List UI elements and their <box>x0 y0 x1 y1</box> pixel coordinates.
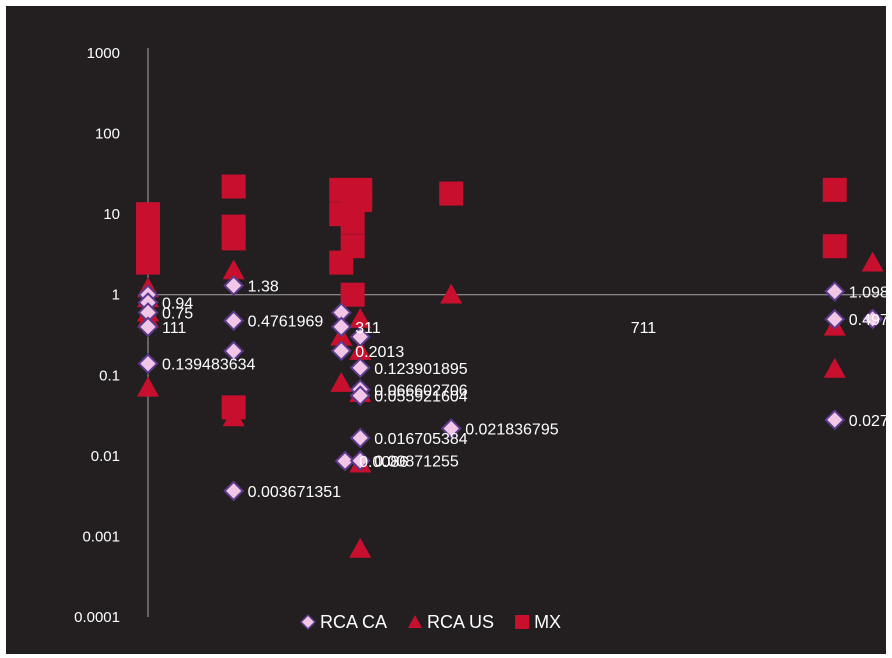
rca-us-point <box>349 537 372 558</box>
data-label: 0.066602706 <box>374 382 468 399</box>
rca-ca-point <box>137 316 159 338</box>
rca-us-point <box>349 307 372 328</box>
rca-ca-point <box>223 275 245 296</box>
mx-point <box>340 234 365 259</box>
data-label: 0.4761969 <box>248 314 324 331</box>
rca-ca-point <box>137 353 159 375</box>
data-label: 1.098405015 <box>849 284 886 301</box>
data-label: 0.0086 <box>359 454 408 471</box>
mx-point <box>822 177 847 202</box>
rca-us-point <box>137 376 159 397</box>
rca-ca-point <box>349 357 371 379</box>
rca-ca-point <box>862 308 884 330</box>
mx-point <box>136 250 160 275</box>
y-tick-label: 0.01 <box>91 448 120 465</box>
y-tick-label: 1000 <box>87 45 120 62</box>
y-tick-labels: 0.0001 0.001 0.01 0.1 1 10 100 1000 <box>74 45 120 626</box>
rca-ca-point <box>330 316 352 338</box>
data-label: 311 <box>355 320 381 337</box>
mx-series <box>136 174 847 420</box>
data-label: 0.021836795 <box>465 422 559 439</box>
y-tick-label: 1 <box>112 287 120 304</box>
data-label: 111 <box>162 320 186 337</box>
rca-us-point <box>349 340 372 360</box>
rca-us-point <box>222 396 245 417</box>
data-label: 0.003671351 <box>248 484 342 501</box>
data-label: 0.055921604 <box>374 389 468 406</box>
y-tick-label: 0.1 <box>99 367 120 384</box>
data-labels: 0.940.75 0.139483634 111 1.38 0.4761969 0.003… <box>162 279 886 501</box>
legend-label-rca-us: RCA US <box>427 612 494 632</box>
data-label: 0.75 <box>162 306 193 323</box>
rca-ca-point <box>223 480 245 502</box>
y-tick-label: 0.0001 <box>74 609 120 626</box>
data-label: 0.139483634 <box>162 357 256 374</box>
rca-ca-point <box>349 326 371 348</box>
mx-point <box>340 282 365 307</box>
rca-ca-point <box>824 281 846 302</box>
mx-point <box>221 174 246 199</box>
legend-marker-mx <box>515 615 530 629</box>
rca-us-series <box>137 251 884 558</box>
rca-ca-point <box>330 340 352 362</box>
rca-us-point <box>861 251 884 272</box>
data-label: 0.016705384 <box>374 431 468 448</box>
mx-point <box>822 234 847 259</box>
mx-point <box>348 187 373 212</box>
rca-ca-series <box>137 275 884 502</box>
rca-ca-point <box>349 427 371 449</box>
rca-ca-point <box>824 409 846 431</box>
rca-ca-point <box>824 308 846 330</box>
legend-marker-rca-ca <box>299 613 317 631</box>
mx-point <box>340 209 365 234</box>
scatter-chart: 0.0001 0.001 0.01 0.1 1 10 100 1000 0.940.75 0.1… <box>74 45 886 632</box>
mx-point <box>439 181 464 206</box>
mx-point <box>221 226 246 251</box>
data-label: 0.00871255 <box>374 454 459 471</box>
rca-us-point <box>222 259 245 280</box>
rca-ca-point <box>223 310 245 332</box>
data-label: 0.027998952 <box>849 413 886 430</box>
rca-ca-point <box>334 450 356 472</box>
rca-ca-point <box>223 340 245 362</box>
data-label: 1.38 <box>248 279 279 296</box>
legend-label-mx: MX <box>534 612 561 632</box>
data-label: 0.123901895 <box>374 361 468 378</box>
y-tick-label: 0.001 <box>82 528 120 545</box>
axes <box>147 48 886 617</box>
rca-us-point <box>222 406 245 427</box>
rca-us-point <box>823 357 846 378</box>
rca-ca-point <box>440 418 462 439</box>
rca-us-point <box>440 283 463 304</box>
y-tick-label: 10 <box>103 206 120 223</box>
chart-area: 0.0001 0.001 0.01 0.1 1 10 100 1000 0.94 0.75 0.1… <box>6 6 886 654</box>
legend-marker-rca-us <box>408 615 423 628</box>
data-label: 0.94 <box>162 296 193 313</box>
y-tick-label: 100 <box>95 126 120 143</box>
data-label: 0.2013 <box>355 344 404 361</box>
annotation-label: 711 <box>631 320 657 337</box>
legend-label-rca-ca: RCA CA <box>320 612 387 632</box>
legend: RCA CA RCA US MX <box>299 612 561 632</box>
rca-ca-point <box>349 385 371 407</box>
data-label: 0.4972 <box>849 312 886 329</box>
rca-ca-point <box>349 450 371 472</box>
rca-us-point <box>330 372 353 392</box>
